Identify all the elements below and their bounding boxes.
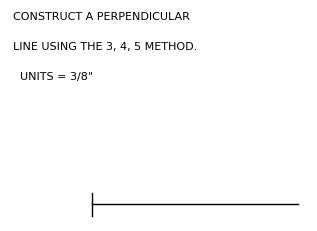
Text: UNITS = 3/8": UNITS = 3/8": [13, 72, 93, 82]
Text: CONSTRUCT A PERPENDICULAR: CONSTRUCT A PERPENDICULAR: [13, 12, 190, 21]
Text: LINE USING THE 3, 4, 5 METHOD.: LINE USING THE 3, 4, 5 METHOD.: [13, 42, 197, 52]
